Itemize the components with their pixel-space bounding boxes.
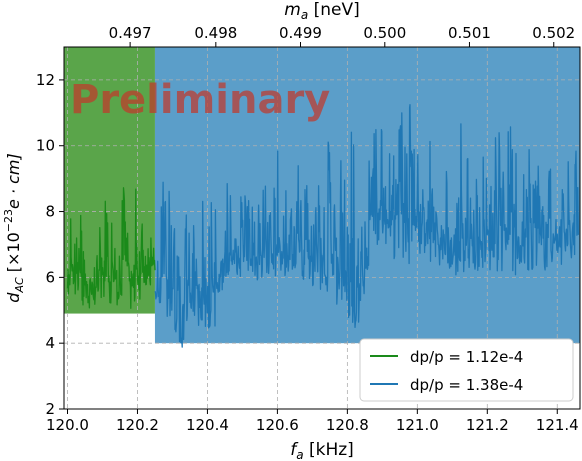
legend-box bbox=[359, 338, 574, 402]
x-axis: 120.0 120.2 120.4 120.6 120.8 121.0 121.2 121.4 bbox=[46, 409, 579, 434]
y-tick-label-0: 2 bbox=[45, 400, 55, 418]
series-lines bbox=[66, 104, 579, 348]
top-tick-label-3: 0.500 bbox=[363, 24, 406, 42]
top-tick-label-0: 0.497 bbox=[109, 24, 152, 42]
x-tick-label-4: 120.8 bbox=[326, 416, 369, 434]
legend-label-2: dp/p = 1.38e-4 bbox=[410, 376, 523, 394]
x-tick-label-3: 120.6 bbox=[256, 416, 299, 434]
x-tick-label-1: 120.2 bbox=[116, 416, 159, 434]
legend-label-1: dp/p = 1.12e-4 bbox=[410, 348, 523, 366]
y-axis: 2 4 6 8 10 12 bbox=[36, 71, 64, 418]
x-tick-label-7: 121.4 bbox=[536, 416, 579, 434]
y-tick-label-4: 10 bbox=[36, 137, 55, 155]
top-tick-label-2: 0.499 bbox=[279, 24, 322, 42]
y-tick-label-1: 4 bbox=[45, 334, 55, 352]
x-tick-label-0: 120.0 bbox=[46, 416, 89, 434]
top-axis: 0.497 0.498 0.499 0.500 0.501 0.502 bbox=[109, 24, 575, 47]
top-tick-label-4: 0.501 bbox=[448, 24, 491, 42]
top-tick-label-5: 0.502 bbox=[532, 24, 575, 42]
series-line-2 bbox=[154, 104, 579, 348]
y-axis-label: dAC [×10−23e · cm] bbox=[2, 153, 26, 302]
plot-frame bbox=[63, 46, 581, 410]
x-tick-label-2: 120.4 bbox=[186, 416, 229, 434]
series-line-1 bbox=[66, 187, 156, 309]
x-tick-label-6: 121.2 bbox=[466, 416, 509, 434]
top-tick-label-1: 0.498 bbox=[194, 24, 237, 42]
x-axis-label: fa [kHz] bbox=[290, 440, 354, 461]
watermark: Preliminary bbox=[70, 77, 330, 123]
y-tick-label-5: 12 bbox=[36, 71, 55, 89]
top-axis-label: ma [neV] bbox=[284, 0, 359, 22]
y-tick-label-2: 6 bbox=[45, 268, 55, 286]
x-tick-label-5: 121.0 bbox=[396, 416, 439, 434]
plot-area: Preliminary bbox=[63, 46, 581, 410]
legend: dp/p = 1.12e-4 dp/p = 1.38e-4 bbox=[359, 338, 574, 402]
y-tick-label-3: 8 bbox=[45, 203, 55, 221]
